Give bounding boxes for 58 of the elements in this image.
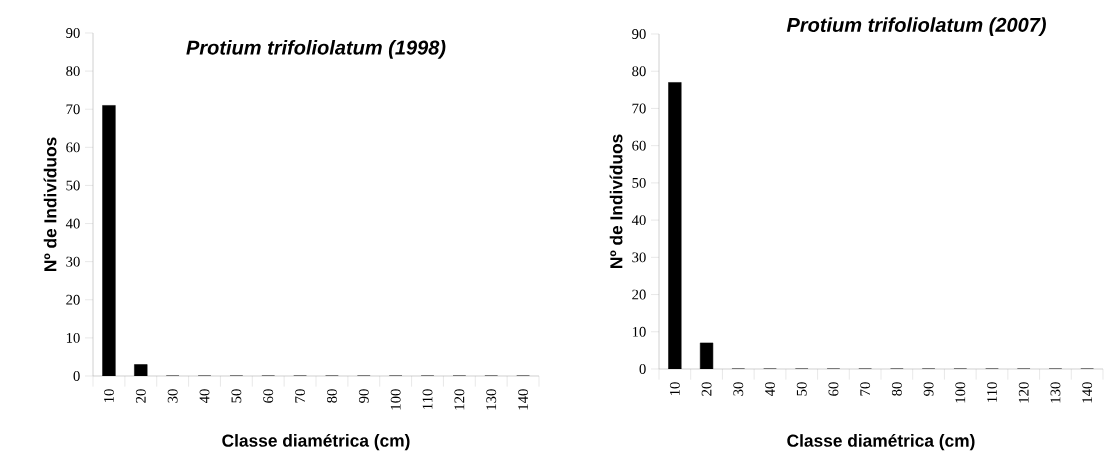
x-tick-label: 140 xyxy=(1082,382,1093,403)
x-tick-label: 10 xyxy=(669,382,680,396)
y-tick-label: 0 xyxy=(73,371,80,381)
x-tick-label: 40 xyxy=(765,382,775,397)
x-tick-label: 70 xyxy=(295,389,306,403)
x-tick-label: 60 xyxy=(263,389,274,403)
x-axis-title: Classe diamétrica (cm) xyxy=(222,433,410,451)
y-tick-label: 80 xyxy=(632,66,646,77)
bar xyxy=(102,105,116,376)
x-tick-label: 100 xyxy=(390,389,401,410)
y-tick-label: 60 xyxy=(66,142,80,153)
y-tick-label: 40 xyxy=(65,218,80,229)
y-tick-label: 90 xyxy=(66,28,80,38)
x-tick-label: 10 xyxy=(104,389,114,403)
x-tick-label: 90 xyxy=(923,382,934,396)
y-tick-label: 40 xyxy=(631,215,646,226)
x-tick-label: 40 xyxy=(199,389,210,404)
x-tick-label: 30 xyxy=(167,389,178,403)
x-tick-label: 110 xyxy=(987,382,997,402)
x-tick-label: 120 xyxy=(454,389,465,410)
x-tick-label: 90 xyxy=(358,389,369,403)
x-tick-label: 60 xyxy=(828,382,839,396)
bar xyxy=(699,342,714,369)
x-tick-label: 50 xyxy=(231,389,242,403)
y-axis-title: Nº de Indivíduos xyxy=(609,134,623,269)
y-tick-label: 50 xyxy=(632,177,646,188)
y-tick-label: 70 xyxy=(66,104,80,115)
x-tick-label: 20 xyxy=(135,389,146,403)
y-tick-label: 70 xyxy=(632,103,646,114)
y-tick-label: 10 xyxy=(66,332,80,343)
chart-title: Protium trifoliolatum (1998) xyxy=(186,40,446,59)
y-tick-label: 80 xyxy=(66,66,80,77)
x-tick-label: 130 xyxy=(486,389,497,410)
bar xyxy=(134,364,148,376)
y-axis-title: Nº de Indivíduos xyxy=(43,137,57,272)
y-tick-label: 50 xyxy=(66,180,80,191)
y-tick-label: 20 xyxy=(632,289,646,300)
x-tick-label: 80 xyxy=(891,382,902,396)
x-tick-label: 80 xyxy=(327,389,337,403)
x-tick-label: 50 xyxy=(796,382,807,396)
y-tick-label: 30 xyxy=(632,252,646,263)
x-tick-label: 110 xyxy=(422,389,433,409)
y-tick-label: 0 xyxy=(639,364,646,374)
y-tick-label: 30 xyxy=(66,256,80,267)
x-tick-label: 100 xyxy=(955,382,966,403)
x-tick-label: 140 xyxy=(518,389,529,410)
y-tick-label: 10 xyxy=(632,326,646,337)
chart-title: Protium trifoliolatum (2007) xyxy=(786,17,1046,36)
y-tick-label: 20 xyxy=(66,294,80,305)
x-tick-label: 30 xyxy=(733,382,744,396)
y-tick-label: 90 xyxy=(632,29,646,39)
x-tick-label: 130 xyxy=(1050,382,1061,403)
x-tick-label: 20 xyxy=(701,382,712,396)
y-tick-label: 60 xyxy=(632,140,646,151)
x-tick-label: 70 xyxy=(860,382,871,396)
x-tick-label: 120 xyxy=(1018,382,1029,403)
bar xyxy=(668,82,682,369)
x-axis-title: Classe diamétrica (cm) xyxy=(787,433,975,451)
